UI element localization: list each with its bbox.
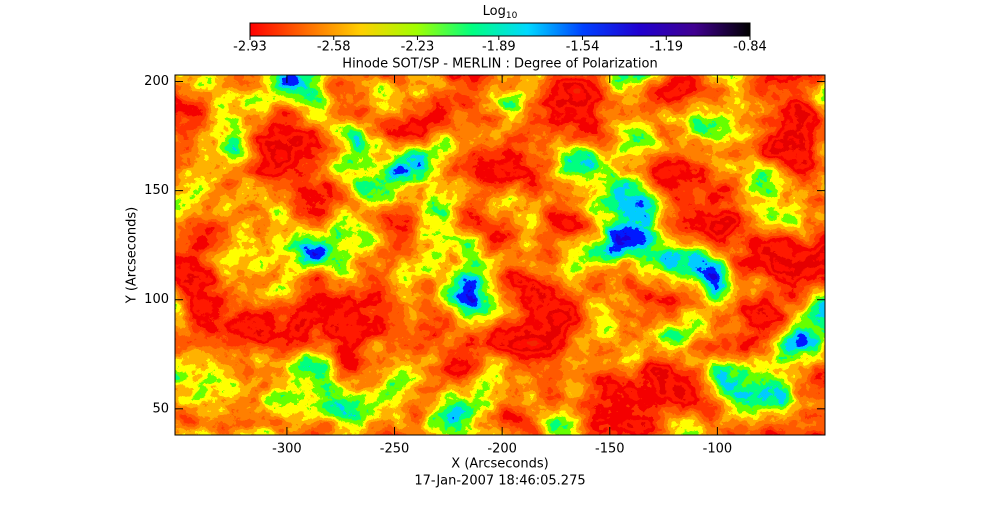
x-tick-label: -100 (703, 442, 733, 457)
chart-title: Hinode SOT/SP - MERLIN : Degree of Polar… (342, 57, 657, 72)
colorbar (249, 22, 751, 37)
colorbar-tick-label: -2.93 (233, 40, 267, 55)
colorbar-label-sub: 10 (506, 11, 518, 21)
colorbar-tick-label: -0.84 (733, 40, 767, 55)
colorbar-tick-label: -2.23 (401, 40, 435, 55)
plot-frame (174, 74, 826, 436)
x-tick-label: -150 (595, 442, 625, 457)
axes (175, 36, 825, 435)
colorbar-tick-label: -1.89 (482, 40, 516, 55)
y-tick-label: 50 (152, 401, 169, 416)
x-axis-label: X (Arcseconds) (451, 457, 548, 472)
x-tick-label: -200 (487, 442, 517, 457)
polarization-map (175, 75, 825, 435)
y-tick-label: 150 (144, 183, 169, 198)
colorbar-tick-label: -1.54 (566, 40, 600, 55)
colorbar-tick-label: -1.19 (649, 40, 683, 55)
y-tick-label: 100 (144, 292, 169, 307)
date-annotation: 17-Jan-2007 18:46:05.275 (414, 474, 585, 489)
colorbar-label: Log10 (483, 4, 518, 21)
x-tick-label: -300 (272, 442, 302, 457)
colorbar-tick-label: -2.58 (317, 40, 351, 55)
colorbar-label-main: Log (483, 4, 506, 19)
y-axis-label: Y (Arcseconds) (125, 207, 140, 304)
y-tick-label: 200 (144, 74, 169, 89)
x-tick-label: -250 (380, 442, 410, 457)
